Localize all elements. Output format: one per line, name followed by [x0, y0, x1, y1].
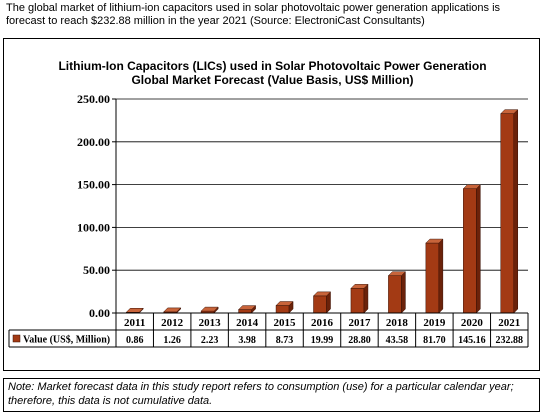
note-text: Note: Market forecast data in this study…: [3, 378, 540, 412]
bar-side: [438, 238, 444, 314]
data-label: 19.99: [311, 335, 334, 346]
bar: [313, 295, 327, 314]
bar: [500, 113, 515, 314]
bar-chart: 0.00 50.00 100.00 150.00 200.00 250.00 2011 201…: [8, 92, 529, 348]
data-label: 2.23: [201, 335, 219, 346]
x-tick-label: 2011: [124, 317, 145, 329]
bar-top: [275, 301, 294, 306]
bar-top: [500, 109, 519, 114]
data-label: 232.88: [496, 335, 524, 346]
bar-top: [387, 271, 407, 276]
data-label: 145.16: [458, 335, 486, 346]
caption-text: The global market of lithium-ion capacit…: [6, 2, 501, 27]
x-tick-label: 2017: [348, 317, 371, 329]
x-tick-label: 2018: [386, 317, 409, 329]
bar-top: [425, 238, 444, 244]
x-tick-label: 2013: [199, 317, 222, 329]
bar: [425, 242, 440, 314]
bar: [275, 305, 290, 314]
data-label: 43.58: [386, 335, 409, 346]
legend-swatch: [12, 334, 21, 343]
x-tick-label: 2019: [423, 317, 446, 329]
bar-top: [462, 184, 481, 189]
data-label: 8.73: [276, 335, 294, 346]
y-tick-label: 100.00: [77, 220, 110, 234]
bar-top: [125, 308, 144, 313]
bar: [388, 275, 402, 314]
x-tick-label: 2021: [498, 317, 520, 329]
bar: [350, 288, 365, 314]
legend-label: Value (US$, Million): [23, 335, 110, 346]
x-tick-label: 2020: [461, 317, 484, 329]
bar-side: [401, 271, 406, 314]
bar-side: [363, 283, 369, 314]
bar-top: [312, 291, 332, 297]
chart-title: Lithium-Ion Capacitors (LICs) used in So…: [58, 59, 487, 73]
bar: [463, 188, 477, 314]
bar-top: [237, 305, 257, 310]
bar-side: [476, 184, 481, 314]
y-tick-label: 250.00: [77, 92, 110, 106]
data-label: 28.80: [348, 335, 371, 346]
data-label: 0.86: [126, 335, 144, 346]
data-label: 1.26: [163, 335, 181, 346]
x-tick-label: 2012: [161, 317, 184, 329]
plot-area: [116, 99, 528, 313]
bar-top: [163, 307, 182, 313]
x-tick-label: 2015: [274, 317, 297, 329]
chart-frame: Lithium-Ion Capacitors (LICs) used in So…: [3, 38, 540, 371]
bar-top: [350, 284, 369, 289]
data-label: 81.70: [423, 335, 446, 346]
y-tick-label: 0.00: [89, 306, 110, 320]
y-tick-label: 200.00: [77, 135, 110, 149]
y-tick-label: 150.00: [77, 178, 110, 192]
data-label: 3.98: [238, 335, 256, 346]
x-tick-label: 2016: [311, 317, 334, 329]
bar: [238, 309, 252, 314]
y-tick-label: 50.00: [83, 263, 110, 277]
x-tick-label: 2014: [236, 317, 259, 329]
bar-top: [200, 306, 219, 312]
bar-side: [513, 109, 519, 314]
chart-subtitle: Global Market Forecast (Value Basis, US$…: [131, 73, 414, 87]
